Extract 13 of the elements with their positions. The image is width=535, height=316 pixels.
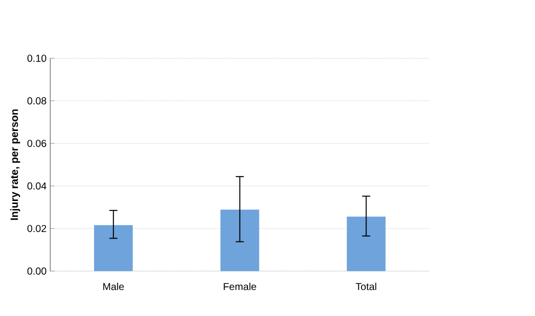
x-tick-label: Female — [224, 282, 256, 290]
bar — [220, 210, 260, 272]
y-tick-label: 0.08 — [27, 97, 46, 105]
y-axis-title: Injury rate, per person — [10, 110, 20, 220]
y-tick-label: 0.04 — [27, 182, 46, 190]
bar — [346, 216, 386, 272]
y-tick-label: 0.02 — [27, 225, 46, 232]
x-tick-label: Male — [103, 282, 124, 290]
bar — [94, 225, 133, 272]
y-tick-label: 0.06 — [27, 140, 46, 148]
y-tick-label: 0.00 — [27, 268, 46, 275]
x-tick-label: Total — [356, 282, 376, 290]
y-tick-label: 0.10 — [27, 54, 46, 62]
